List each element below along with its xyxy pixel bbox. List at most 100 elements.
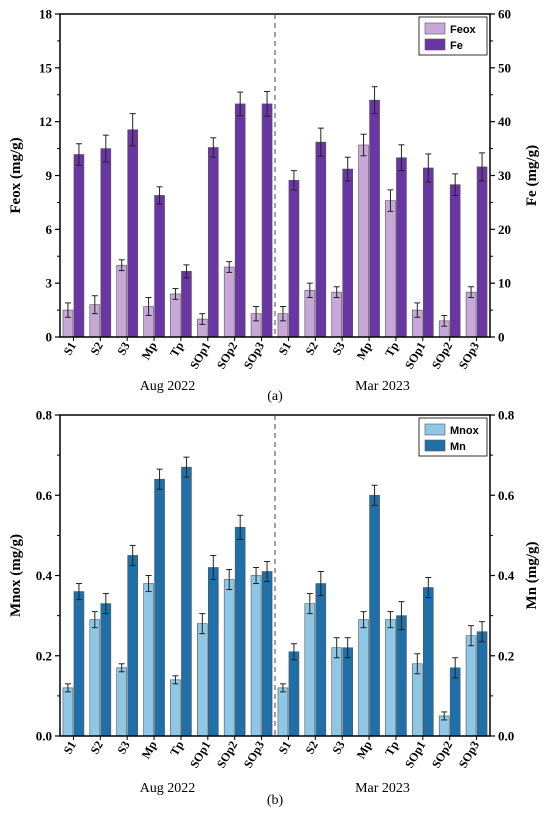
- left-tick-label: 12: [39, 114, 52, 129]
- bar-fe-s3: [342, 168, 353, 338]
- x-tick-label-s1: S1: [276, 340, 294, 358]
- bar-fe-sop2: [234, 103, 246, 338]
- series-feox: [62, 133, 477, 338]
- right-tick-label: 0.2: [498, 648, 514, 663]
- bar-fe-tp: [181, 271, 192, 338]
- error-bar-feox-sop3: [253, 305, 260, 322]
- left-axis-title: Feox (mg/g): [8, 137, 24, 213]
- left-tick-label: 18: [39, 7, 53, 22]
- bar-mn-s1: [73, 591, 85, 737]
- right-tick-label: 20: [498, 222, 511, 237]
- bar-feox-tp: [170, 293, 181, 338]
- bar-mn-sop2: [234, 527, 246, 737]
- x-tick-label-mp: Mp: [354, 738, 375, 761]
- bar-mn-s1: [288, 651, 300, 737]
- chart-panel-b: 0.0 0.2 0.4 0.6 0.8 0.0 0.2 0.4 0.6 0.8 S1 S2 S3 Mp Tp…: [8, 408, 540, 809]
- legend-label-mn: Mn: [450, 441, 466, 453]
- bar-mn-tp: [396, 615, 407, 737]
- x-tick-label-mp: Mp: [354, 339, 375, 362]
- error-bar-fe-sop2: [237, 91, 244, 117]
- error-bar-fe-s3: [344, 156, 351, 182]
- series-mn: [73, 456, 488, 737]
- bar-mn-mp: [154, 478, 165, 737]
- bar-mn-sop3: [476, 631, 488, 737]
- bar-mnox-s2: [304, 603, 316, 737]
- error-bar-mnox-sop1: [414, 653, 421, 675]
- error-bar-mn-s3: [129, 544, 136, 566]
- x-tick-label-sop3: SOp3: [241, 739, 267, 771]
- x-tick-label-s1: S1: [61, 340, 79, 358]
- legend-swatch-mn: [424, 439, 446, 452]
- left-tick-label: 0.4: [36, 568, 53, 583]
- legend-swatch-fe: [424, 38, 446, 51]
- series-fe: [73, 86, 488, 338]
- error-bar-mn-sop3: [264, 560, 271, 583]
- x-tick-label-mp: Mp: [139, 339, 160, 362]
- x-tick-label-tp: Tp: [382, 339, 402, 359]
- left-tick-label: 3: [46, 276, 53, 291]
- error-bar-mn-s2: [102, 593, 109, 615]
- error-bar-mnox-s1: [279, 683, 286, 693]
- error-bar-mn-s1: [75, 583, 82, 601]
- error-bar-fe-sop3: [479, 152, 486, 182]
- legend-swatch-mnox: [424, 423, 446, 436]
- bar-mn-tp: [181, 466, 192, 737]
- error-bar-mnox-sop2: [226, 568, 233, 591]
- error-bar-feox-tp: [387, 189, 394, 212]
- bar-feox-tp: [385, 200, 396, 338]
- bar-mn-s3: [342, 647, 353, 737]
- x-tick-label-sop1: SOp1: [402, 340, 428, 372]
- bar-feox-sop3: [465, 291, 477, 338]
- x-tick-label-tp: Tp: [382, 738, 402, 758]
- group-label-1: Mar 2023: [355, 781, 410, 796]
- error-bar-fe-sop2: [452, 173, 459, 196]
- error-bar-mnox-s1: [64, 683, 71, 693]
- legend-swatch-feox: [424, 22, 446, 35]
- error-bar-mn-s2: [317, 570, 324, 597]
- left-tick-label: 15: [39, 60, 53, 75]
- right-tick-label: 50: [498, 60, 511, 75]
- x-tick-label-s1: S1: [276, 739, 294, 757]
- error-bar-feox-sop2: [441, 314, 448, 327]
- x-tick-label-s2: S2: [302, 739, 320, 757]
- bar-mnox-sop2: [223, 579, 235, 737]
- right-tick-label: 0.4: [498, 568, 515, 583]
- x-tick-label-tp: Tp: [167, 738, 187, 758]
- bar-mn-sop1: [208, 567, 219, 737]
- bar-feox-s3: [331, 291, 342, 338]
- bar-mnox-s2: [89, 619, 101, 737]
- error-bar-mn-tp: [183, 456, 190, 478]
- right-tick-label: 30: [498, 168, 511, 183]
- error-bar-mn-sop3: [479, 621, 486, 643]
- error-bar-mnox-mp: [145, 575, 152, 593]
- bar-mnox-s1: [62, 687, 74, 737]
- error-bar-mnox-s3: [333, 637, 340, 659]
- group-label-0: Aug 2022: [140, 781, 196, 796]
- error-bar-mnox-mp: [360, 611, 367, 629]
- left-tick-label: 0.2: [36, 648, 52, 663]
- bar-mn-mp: [369, 494, 380, 737]
- bar-fe-s2: [100, 148, 112, 338]
- legend-label-mnox: Mnox: [450, 425, 480, 437]
- error-bar-fe-s1: [75, 143, 82, 166]
- error-bar-mn-s3: [344, 637, 351, 659]
- left-tick-label: 0.6: [36, 488, 53, 503]
- group-label-1: Mar 2023: [355, 379, 410, 394]
- bar-fe-tp: [396, 157, 407, 338]
- bar-mnox-sop3: [250, 575, 262, 737]
- bar-fe-mp: [154, 195, 165, 338]
- error-bar-feox-s2: [91, 295, 98, 315]
- error-bar-feox-s1: [279, 305, 286, 322]
- bar-mnox-sop3: [465, 635, 477, 737]
- right-tick-label: 10: [498, 276, 511, 291]
- bar-mnox-sop1: [197, 623, 208, 737]
- right-axis-title: Mn (mg/g): [524, 542, 540, 610]
- bar-feox-sop2: [223, 266, 235, 338]
- right-tick-label: 0.0: [498, 729, 514, 744]
- x-tick-label-s3: S3: [114, 739, 132, 757]
- error-bar-mn-sop2: [452, 657, 459, 679]
- x-tick-label-sop2: SOp2: [429, 739, 455, 771]
- bar-fe-s1: [288, 180, 300, 338]
- bar-mn-sop1: [423, 587, 434, 737]
